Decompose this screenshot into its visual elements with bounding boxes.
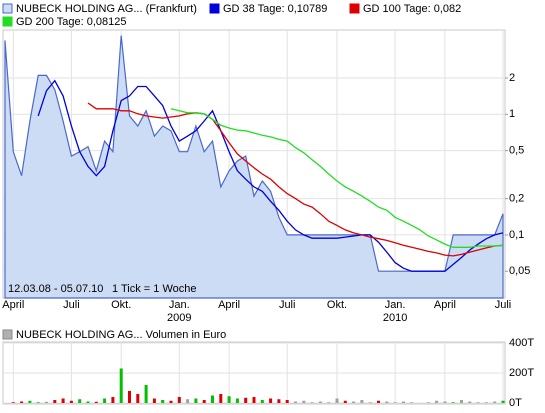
volume-bar <box>211 395 214 403</box>
volume-bar <box>368 402 372 403</box>
volume-bar <box>468 401 472 403</box>
volume-bar <box>161 400 165 403</box>
y-tick-label: 2 <box>509 72 515 84</box>
volume-bar <box>94 401 98 403</box>
volume-bar <box>202 400 206 403</box>
annotation: 1 Tick = 1 Woche <box>112 283 196 295</box>
x-tick-label: Juli <box>279 299 296 311</box>
volume-bar <box>152 398 156 403</box>
volume-bar <box>119 368 123 403</box>
x-year-label: 2009 <box>167 312 191 324</box>
volume-bar <box>252 397 256 403</box>
volume-bar <box>435 400 439 403</box>
volume-bar <box>235 398 239 403</box>
volume-bar <box>219 394 223 403</box>
line <box>37 79 504 272</box>
volume-bar <box>410 402 414 403</box>
volume-bar <box>86 401 90 403</box>
legend-swatch <box>2 329 13 340</box>
x-tick-label: Jan. <box>385 299 406 311</box>
volume-bar <box>244 397 248 403</box>
volume-bar <box>61 398 65 403</box>
legend-label: GD 38 Tage: 0,10789 <box>223 3 327 15</box>
volume-bar <box>352 401 356 403</box>
volume-bar <box>285 400 289 403</box>
volume-bar <box>28 400 32 403</box>
volume-bar <box>426 402 430 403</box>
y-tick-label: 0,05 <box>509 265 530 277</box>
volume-bar <box>460 400 463 403</box>
volume-bar <box>260 400 264 403</box>
volume-bar <box>343 400 347 403</box>
volume-bar <box>111 397 115 403</box>
volume-bar <box>11 402 15 403</box>
volume-bar <box>327 402 331 403</box>
volume-bar <box>177 397 181 403</box>
volume-bar <box>103 398 107 403</box>
x-tick-label: April <box>434 299 456 311</box>
volume-bar <box>377 400 380 403</box>
x-tick-label: April <box>218 299 240 311</box>
volume-bar <box>493 401 497 403</box>
legend-swatch <box>349 3 360 14</box>
volume-bar <box>186 399 190 403</box>
volume-bar <box>443 401 447 403</box>
volume-bar <box>484 402 488 403</box>
legend-label: NUBECK HOLDING AG... (Frankfurt) <box>16 3 197 15</box>
volume-bar <box>335 398 339 403</box>
volume-bar <box>294 401 297 403</box>
volume-bar <box>310 402 314 403</box>
x-tick-label: Juli <box>495 299 512 311</box>
volume-bar <box>53 400 57 403</box>
volume-bar <box>136 394 140 403</box>
volume-bar <box>269 398 273 403</box>
volume-bar <box>144 385 148 403</box>
volume-bar <box>501 400 505 403</box>
x-tick-label: April <box>2 299 24 311</box>
volume-bar <box>78 399 82 403</box>
line <box>170 108 504 248</box>
legend-label: NUBECK HOLDING AG... Volumen in Euro <box>16 329 226 341</box>
annotation: 12.03.08 - 05.07.10 <box>8 283 103 295</box>
volume-bar <box>69 400 73 403</box>
legend-swatch <box>2 3 13 14</box>
legend-label: GD 100 Tage: 0,082 <box>363 3 461 15</box>
volume-bar <box>451 402 455 403</box>
y-tick-label: 0T <box>509 397 522 409</box>
volume-bar <box>302 400 306 403</box>
volume-bar <box>227 396 231 403</box>
volume-bar <box>45 401 48 403</box>
legend-label: GD 200 Tage: 0,08125 <box>16 16 127 28</box>
volume-bar <box>360 400 364 403</box>
y-tick-label: 0,5 <box>509 145 524 157</box>
volume-bar <box>128 391 131 403</box>
legend-swatch <box>2 16 13 27</box>
y-tick-label: 400T <box>509 337 534 349</box>
volume-bar <box>169 400 173 403</box>
volume-bar <box>36 402 40 403</box>
x-tick-label: Juli <box>63 299 80 311</box>
volume-bar <box>385 401 389 403</box>
volume-bar <box>476 402 480 403</box>
y-tick-label: 0,1 <box>509 229 524 241</box>
x-tick-label: Okt. <box>111 299 131 311</box>
legend-swatch <box>209 3 220 14</box>
y-tick-label: 200T <box>509 367 534 379</box>
volume-bar <box>401 401 405 403</box>
volume-bar <box>277 399 281 403</box>
x-tick-label: Jan. <box>169 299 190 311</box>
volume-bar <box>393 402 397 403</box>
y-tick-label: 1 <box>509 108 515 120</box>
volume-bar <box>318 401 322 403</box>
line <box>87 102 504 257</box>
x-tick-label: Okt. <box>327 299 347 311</box>
volume-bar <box>20 401 24 403</box>
volume-bar <box>194 398 198 403</box>
x-year-label: 2010 <box>383 312 407 324</box>
y-tick-label: 0,2 <box>509 193 524 205</box>
